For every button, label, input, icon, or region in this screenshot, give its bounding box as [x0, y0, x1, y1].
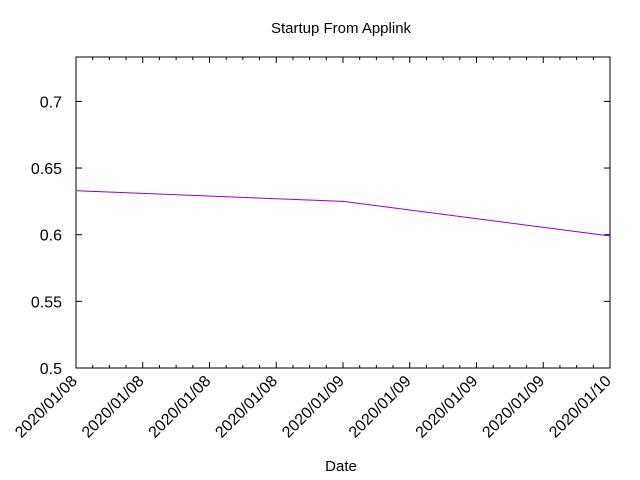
data-point: [75, 190, 77, 192]
x-tick-label: 2020/01/09: [413, 373, 482, 442]
x-tick-label: 2020/01/10: [546, 373, 615, 442]
y-tick-label: 0.5: [40, 361, 62, 378]
y-tick-label: 0.55: [31, 294, 62, 311]
x-tick-label: 2020/01/09: [279, 373, 348, 442]
x-axis-title: Date: [325, 458, 357, 475]
data-point: [609, 235, 611, 237]
x-tick-label: 2020/01/09: [346, 373, 415, 442]
data-point: [342, 200, 344, 202]
x-tick-label: 2020/01/08: [212, 373, 281, 442]
x-tick-label: 2020/01/08: [146, 373, 215, 442]
series-line: [75, 190, 611, 237]
series-layer: [75, 190, 611, 237]
x-axis: 2020/01/082020/01/082020/01/082020/01/08…: [12, 57, 615, 441]
y-tick-label: 0.7: [40, 94, 62, 111]
x-tick-label: 2020/01/08: [79, 373, 148, 442]
plot-border: [75, 56, 611, 369]
chart-title: Startup From Applink: [271, 20, 412, 37]
y-axis: 0.5 0.55 0.6 0.65 0.7: [31, 94, 610, 378]
y-tick-label: 0.65: [31, 161, 62, 178]
x-tick-label: 2020/01/08: [12, 373, 81, 442]
y-tick-label: 0.6: [40, 228, 62, 245]
x-tick-label: 2020/01/09: [479, 373, 548, 442]
